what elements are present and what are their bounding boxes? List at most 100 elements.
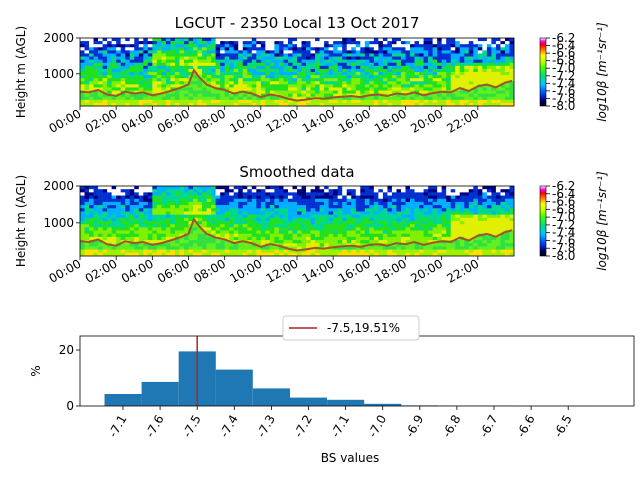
panel-raw-cb-tick-label: -7.8 [552, 91, 575, 105]
heatmap-cell [278, 99, 284, 104]
heatmap-cell [446, 81, 452, 85]
heatmap-cell [269, 78, 275, 82]
heatmap-cell [301, 78, 307, 82]
heatmap-cell [125, 47, 131, 51]
heatmap-cell [328, 38, 334, 42]
heatmap-cell [211, 246, 216, 250]
heatmap-cell [170, 230, 176, 235]
heatmap-cell [156, 208, 162, 212]
heatmap-cell [93, 102, 99, 107]
heatmap-cell [369, 65, 375, 70]
heatmap-cell [152, 201, 158, 206]
heatmap-cell [414, 189, 420, 193]
heatmap-cell [455, 230, 461, 235]
heatmap-cell [193, 252, 198, 257]
heatmap-cell [486, 186, 492, 190]
heatmap-cell [391, 93, 397, 98]
heatmap-cell [188, 214, 194, 219]
heatmap-cell [260, 195, 266, 200]
heatmap-cell [509, 65, 515, 70]
heatmap-cell [346, 68, 352, 73]
heatmap-cell [482, 186, 488, 190]
heatmap-cell [93, 201, 99, 206]
heatmap-cell [193, 53, 198, 57]
heatmap-cell [391, 56, 397, 60]
heatmap-cell [324, 59, 329, 64]
heatmap-cell [387, 189, 393, 193]
heatmap-cell [102, 195, 108, 200]
heatmap-cell [287, 198, 293, 203]
heatmap-cell [260, 208, 266, 212]
heatmap-cell [93, 233, 99, 238]
heatmap-cell [446, 195, 452, 200]
heatmap-cell [315, 72, 320, 76]
panel-histogram: -7.1 -7.6 -7.5 -7.4 -7.3 -7.2 -7.1 -7.0 -6.9 -6.8… [29, 315, 635, 465]
heatmap-cell [238, 44, 244, 48]
heatmap-cell [143, 192, 149, 196]
heatmap-cell [482, 41, 488, 45]
heatmap-cell [342, 81, 348, 85]
heatmap-cell [93, 72, 99, 76]
heatmap-cell [292, 90, 298, 94]
heatmap-cell [215, 59, 221, 64]
heatmap-cell [419, 186, 424, 190]
heatmap-cell [80, 96, 85, 101]
heatmap-cell [111, 47, 117, 51]
heatmap-cell [450, 41, 456, 45]
heatmap-cell [93, 230, 99, 235]
heatmap-cell [224, 246, 230, 250]
heatmap-cell [410, 230, 415, 235]
heatmap-cell [428, 102, 433, 107]
heatmap-cell [504, 198, 510, 203]
heatmap-cell [89, 41, 94, 45]
heatmap-cell [455, 68, 461, 73]
heatmap-cell [328, 44, 334, 48]
heatmap-cell [125, 81, 131, 85]
heatmap-cell [84, 87, 90, 91]
heatmap-cell [116, 96, 121, 101]
heatmap-cell [382, 221, 388, 225]
heatmap-cell [161, 243, 167, 247]
heatmap-cell [247, 78, 253, 82]
heatmap-cell [351, 44, 357, 48]
heatmap-cell [193, 208, 198, 212]
heatmap-cell [360, 78, 366, 82]
heatmap-cell [410, 56, 415, 60]
heatmap-cell [179, 93, 185, 98]
heatmap-cell [306, 214, 311, 219]
heatmap-cell [382, 50, 388, 54]
heatmap-cell [206, 227, 212, 231]
heatmap-cell [441, 53, 447, 57]
heatmap-cell [193, 59, 198, 64]
heatmap-cell [387, 50, 393, 54]
heatmap-cell [400, 198, 406, 203]
heatmap-cell [165, 96, 171, 101]
heatmap-cell [328, 221, 334, 225]
heatmap-cell [233, 236, 239, 241]
heatmap-cell [229, 189, 235, 193]
heatmap-cell [337, 102, 343, 107]
heatmap-cell [382, 227, 388, 231]
heatmap-cell [269, 56, 275, 60]
heatmap-cell [405, 217, 411, 222]
histogram-y-tick-label: 0 [66, 399, 74, 413]
heatmap-cell [346, 230, 352, 235]
heatmap-cell [337, 50, 343, 54]
heatmap-cell [143, 221, 149, 225]
heatmap-cell [278, 249, 284, 254]
heatmap-cell [174, 41, 180, 45]
heatmap-cell [509, 75, 515, 79]
heatmap-cell [202, 75, 207, 79]
heatmap-cell [292, 84, 298, 88]
heatmap-cell [202, 205, 207, 209]
heatmap-cell [215, 230, 221, 235]
heatmap-cell [495, 192, 501, 196]
heatmap-cell [360, 201, 366, 206]
heatmap-cell [468, 81, 474, 85]
heatmap-cell [301, 246, 307, 250]
heatmap-cell [188, 246, 194, 250]
heatmap-cell [274, 205, 280, 209]
heatmap-cell [242, 44, 248, 48]
heatmap-cell [129, 59, 135, 64]
panel-raw-x-tick-label: 22:00 [444, 106, 481, 135]
